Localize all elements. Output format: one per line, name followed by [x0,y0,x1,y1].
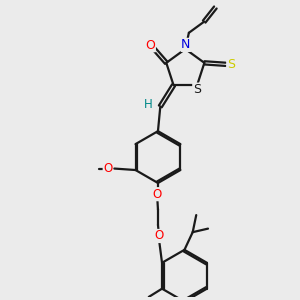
Text: O: O [154,230,163,242]
Text: S: S [193,83,201,96]
Text: N: N [181,38,190,51]
Text: O: O [103,162,112,175]
Text: O: O [146,39,155,52]
Text: H: H [144,98,152,111]
Text: O: O [153,188,162,201]
Text: S: S [227,58,235,71]
